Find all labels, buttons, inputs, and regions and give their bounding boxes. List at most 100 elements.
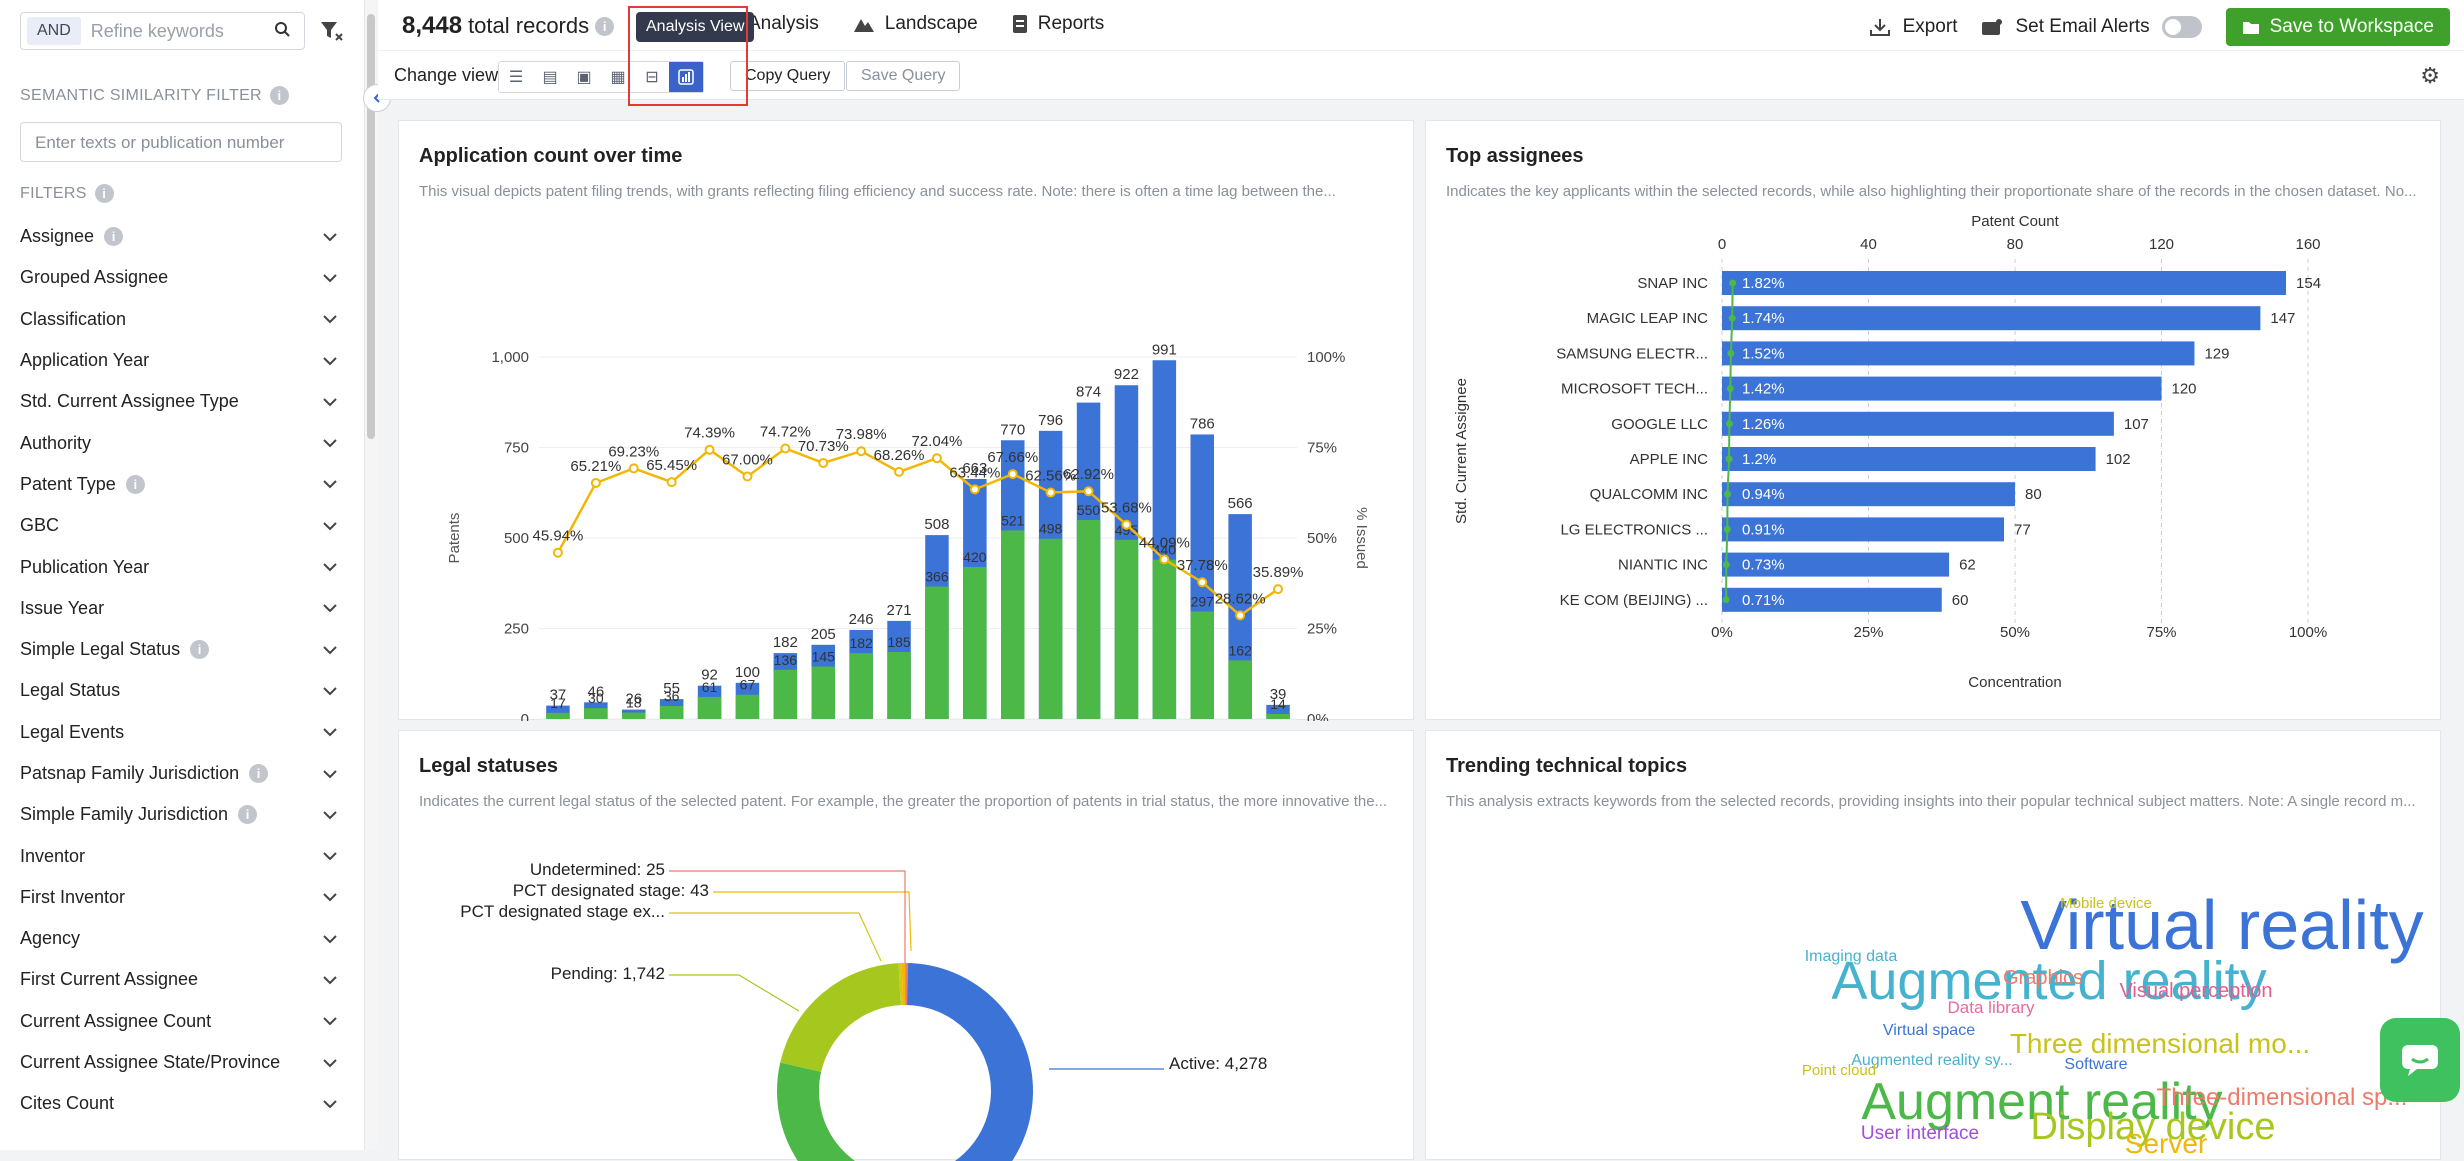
pct-issued-point bbox=[857, 447, 865, 455]
chevron-down-icon[interactable] bbox=[322, 518, 338, 534]
keyword-search-box[interactable]: AND Refine keywords bbox=[20, 12, 305, 50]
record-count: 8,448 total records i bbox=[402, 12, 614, 40]
chevron-down-icon[interactable] bbox=[322, 559, 338, 575]
filter-item[interactable]: Simple Family Jurisdictioni bbox=[20, 794, 342, 835]
pct-issued-point bbox=[706, 446, 714, 454]
filter-item-text: Authority bbox=[20, 433, 91, 454]
chevron-down-icon[interactable] bbox=[322, 435, 338, 451]
filter-item[interactable]: GBC bbox=[20, 505, 342, 546]
pct-issued-point bbox=[819, 459, 827, 467]
chevron-down-icon[interactable] bbox=[322, 683, 338, 699]
detail-view-icon[interactable]: ▤ bbox=[533, 62, 567, 92]
concentration-label: 0.94% bbox=[1742, 486, 1785, 503]
list-view-icon[interactable]: ☰ bbox=[499, 62, 533, 92]
filter-item[interactable]: Current Assignee State/Province bbox=[20, 1042, 342, 1083]
filter-item-label: Classification bbox=[20, 309, 126, 330]
nav-analysis[interactable]: Analysis bbox=[748, 13, 819, 35]
filter-item-text: Publication Year bbox=[20, 557, 149, 578]
chevron-down-icon[interactable] bbox=[322, 766, 338, 782]
filter-item[interactable]: Legal Status bbox=[20, 670, 342, 711]
email-alerts-toggle[interactable] bbox=[2162, 16, 2202, 38]
x-tick-label: 80 bbox=[2007, 236, 2024, 253]
filter-item[interactable]: Legal Events bbox=[20, 712, 342, 753]
chevron-down-icon[interactable] bbox=[322, 600, 338, 616]
application-data-label: 786 bbox=[1190, 415, 1215, 432]
info-icon[interactable]: i bbox=[595, 17, 614, 36]
filter-item-text: Issue Year bbox=[20, 598, 104, 619]
info-icon[interactable]: i bbox=[95, 184, 114, 203]
chevron-down-icon[interactable] bbox=[322, 972, 338, 988]
filter-item[interactable]: Patent Typei bbox=[20, 464, 342, 505]
assignee-count-label: 60 bbox=[1952, 592, 1969, 609]
change-view-label: Change view bbox=[394, 65, 498, 86]
chevron-down-icon[interactable] bbox=[322, 270, 338, 286]
scrollbar-thumb[interactable] bbox=[367, 14, 375, 439]
gear-icon[interactable]: ⚙ bbox=[2420, 63, 2440, 89]
chevron-down-icon[interactable] bbox=[322, 724, 338, 740]
filter-item[interactable]: Cites Count bbox=[20, 1083, 342, 1124]
chevron-down-icon[interactable] bbox=[322, 394, 338, 410]
chevron-down-icon[interactable] bbox=[322, 1096, 338, 1112]
info-icon[interactable]: i bbox=[238, 805, 257, 824]
filter-item[interactable]: Patsnap Family Jurisdictioni bbox=[20, 753, 342, 794]
filter-item[interactable]: Current Assignee Count bbox=[20, 1001, 342, 1042]
filter-item-text: Agency bbox=[20, 928, 80, 949]
assignee-count-label: 129 bbox=[2204, 345, 2229, 362]
export-button[interactable]: Export bbox=[1869, 16, 1958, 38]
and-operator-chip[interactable]: AND bbox=[27, 17, 81, 45]
filter-item[interactable]: Inventor bbox=[20, 835, 342, 876]
nav-reports[interactable]: Reports bbox=[1012, 13, 1105, 35]
chevron-down-icon[interactable] bbox=[322, 807, 338, 823]
chevron-down-icon[interactable] bbox=[322, 1055, 338, 1071]
top-assignees-card: Top assignees Indicates the key applican… bbox=[1425, 120, 2441, 720]
chevron-down-icon[interactable] bbox=[322, 1013, 338, 1029]
chevron-down-icon[interactable] bbox=[322, 353, 338, 369]
filter-settings-icon[interactable] bbox=[318, 18, 344, 44]
issued-data-label: 498 bbox=[1039, 521, 1063, 537]
concentration-label: 1.42% bbox=[1742, 381, 1785, 398]
save-to-workspace-button[interactable]: Save to Workspace bbox=[2226, 8, 2450, 46]
chat-support-button[interactable] bbox=[2380, 1018, 2460, 1102]
assignee-count-label: 77 bbox=[2014, 521, 2031, 538]
filter-item[interactable]: First Inventor bbox=[20, 877, 342, 918]
search-icon[interactable] bbox=[274, 21, 304, 42]
assignee-label: QUALCOMM INC bbox=[1590, 486, 1709, 503]
chevron-down-icon[interactable] bbox=[322, 931, 338, 947]
filter-item[interactable]: First Current Assignee bbox=[20, 959, 342, 1000]
chevron-down-icon[interactable] bbox=[322, 642, 338, 658]
filter-item[interactable]: Issue Year bbox=[20, 588, 342, 629]
pct-issued-label: 35.89% bbox=[1253, 564, 1304, 581]
filter-item[interactable]: Authority bbox=[20, 422, 342, 463]
filter-item[interactable]: Assigneei bbox=[20, 216, 342, 257]
filter-item[interactable]: Simple Legal Statusi bbox=[20, 629, 342, 670]
info-icon[interactable]: i bbox=[190, 640, 209, 659]
info-icon[interactable]: i bbox=[126, 475, 145, 494]
semantic-filter-label: SEMANTIC SIMILARITY FILTER i bbox=[20, 86, 289, 105]
chevron-down-icon[interactable] bbox=[322, 848, 338, 864]
semantic-search-input[interactable]: Enter texts or publication number bbox=[20, 122, 342, 162]
nav-landscape[interactable]: Landscape bbox=[853, 13, 978, 35]
keyword-search-input[interactable]: Refine keywords bbox=[91, 21, 274, 42]
chevron-down-icon[interactable] bbox=[322, 311, 338, 327]
pct-issued-label: 44.09% bbox=[1139, 534, 1190, 551]
chevron-down-icon[interactable] bbox=[322, 229, 338, 245]
top-right-actions: Export Set Email Alerts Save to Workspac… bbox=[1869, 8, 2450, 46]
filter-item[interactable]: Grouped Assignee bbox=[20, 257, 342, 298]
chevron-down-icon[interactable] bbox=[322, 476, 338, 492]
filter-item[interactable]: Agency bbox=[20, 918, 342, 959]
sidebar-scrollbar[interactable] bbox=[365, 0, 377, 1150]
pct-issued-point bbox=[630, 464, 638, 472]
image-view-icon[interactable]: ▣ bbox=[567, 62, 601, 92]
filter-item[interactable]: Classification bbox=[20, 299, 342, 340]
filter-item[interactable]: Publication Year bbox=[20, 546, 342, 587]
pct-issued-label: 62.92% bbox=[1063, 466, 1114, 483]
save-query-button[interactable]: Save Query bbox=[846, 61, 960, 91]
filter-item[interactable]: Std. Current Assignee Type bbox=[20, 381, 342, 422]
email-alerts[interactable]: Set Email Alerts bbox=[1981, 16, 2201, 38]
word-cloud-term: Imaging data bbox=[1805, 948, 1898, 965]
info-icon[interactable]: i bbox=[249, 764, 268, 783]
chevron-down-icon[interactable] bbox=[322, 889, 338, 905]
filter-item[interactable]: Application Year bbox=[20, 340, 342, 381]
info-icon[interactable]: i bbox=[104, 227, 123, 246]
info-icon[interactable]: i bbox=[270, 86, 289, 105]
